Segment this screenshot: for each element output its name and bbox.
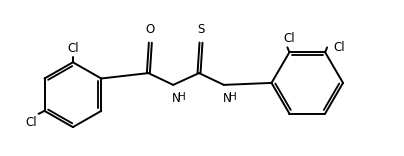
Text: N: N <box>172 92 181 105</box>
Text: Cl: Cl <box>67 42 79 55</box>
Text: S: S <box>197 23 205 36</box>
Text: Cl: Cl <box>333 41 345 54</box>
Text: Cl: Cl <box>25 116 37 129</box>
Text: H: H <box>178 92 186 102</box>
Text: N: N <box>223 92 231 105</box>
Text: Cl: Cl <box>284 32 295 45</box>
Text: O: O <box>146 23 155 36</box>
Text: H: H <box>229 92 237 102</box>
